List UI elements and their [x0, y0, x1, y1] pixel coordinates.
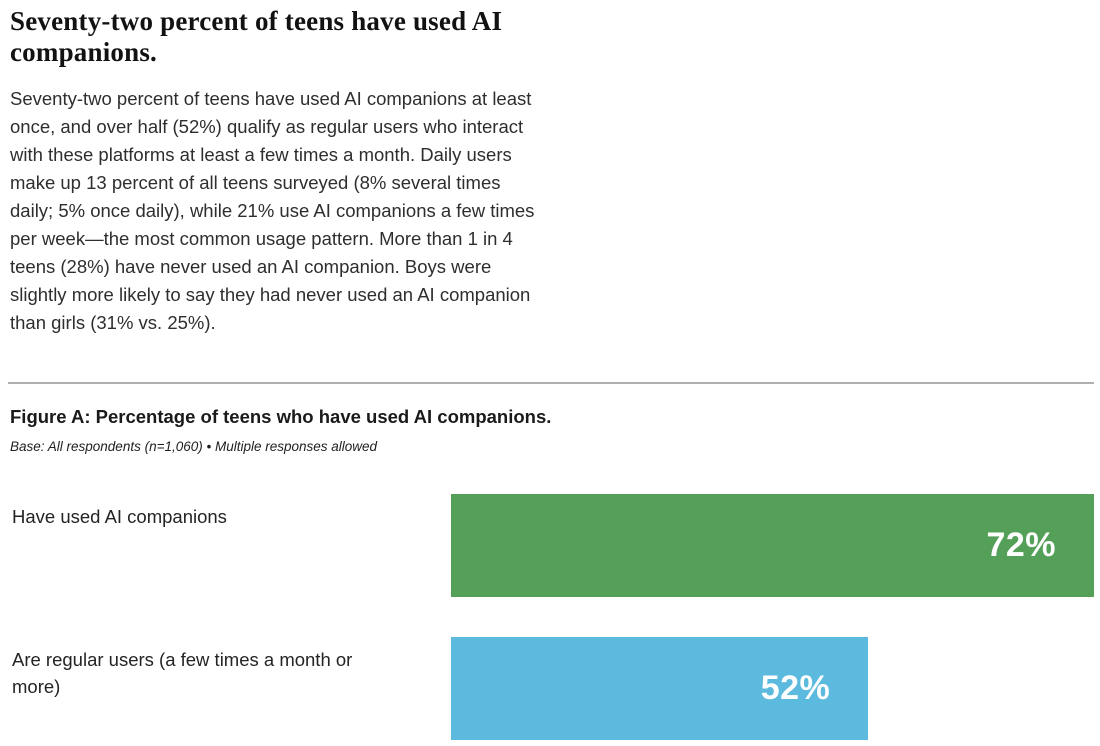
figure-base-note: Base: All respondents (n=1,060) • Multip… — [10, 439, 378, 454]
section-divider — [8, 382, 1094, 384]
bar-track: 52% — [451, 637, 1094, 740]
bar-value-label: 52% — [760, 669, 831, 707]
bar: 72% — [451, 494, 1094, 597]
figure-title: Figure A: Percentage of teens who have u… — [10, 406, 552, 427]
bar: 52% — [451, 637, 869, 740]
bar-chart: Have used AI companions 72% Are regular … — [0, 494, 1100, 746]
report-body: Seventy-two percent of teens have used A… — [10, 88, 535, 333]
report-heading: Seventy-two percent of teens have used A… — [10, 6, 503, 67]
bar-value-label: 72% — [986, 526, 1056, 564]
chart-row: Are regular users (a few times a month o… — [0, 637, 1100, 740]
bar-category-label: Have used AI companions — [12, 506, 227, 527]
bar-track: 72% — [451, 494, 1094, 597]
chart-row: Have used AI companions 72% — [0, 494, 1100, 597]
bar-category-label: Are regular users (a few times a month o… — [12, 649, 353, 697]
